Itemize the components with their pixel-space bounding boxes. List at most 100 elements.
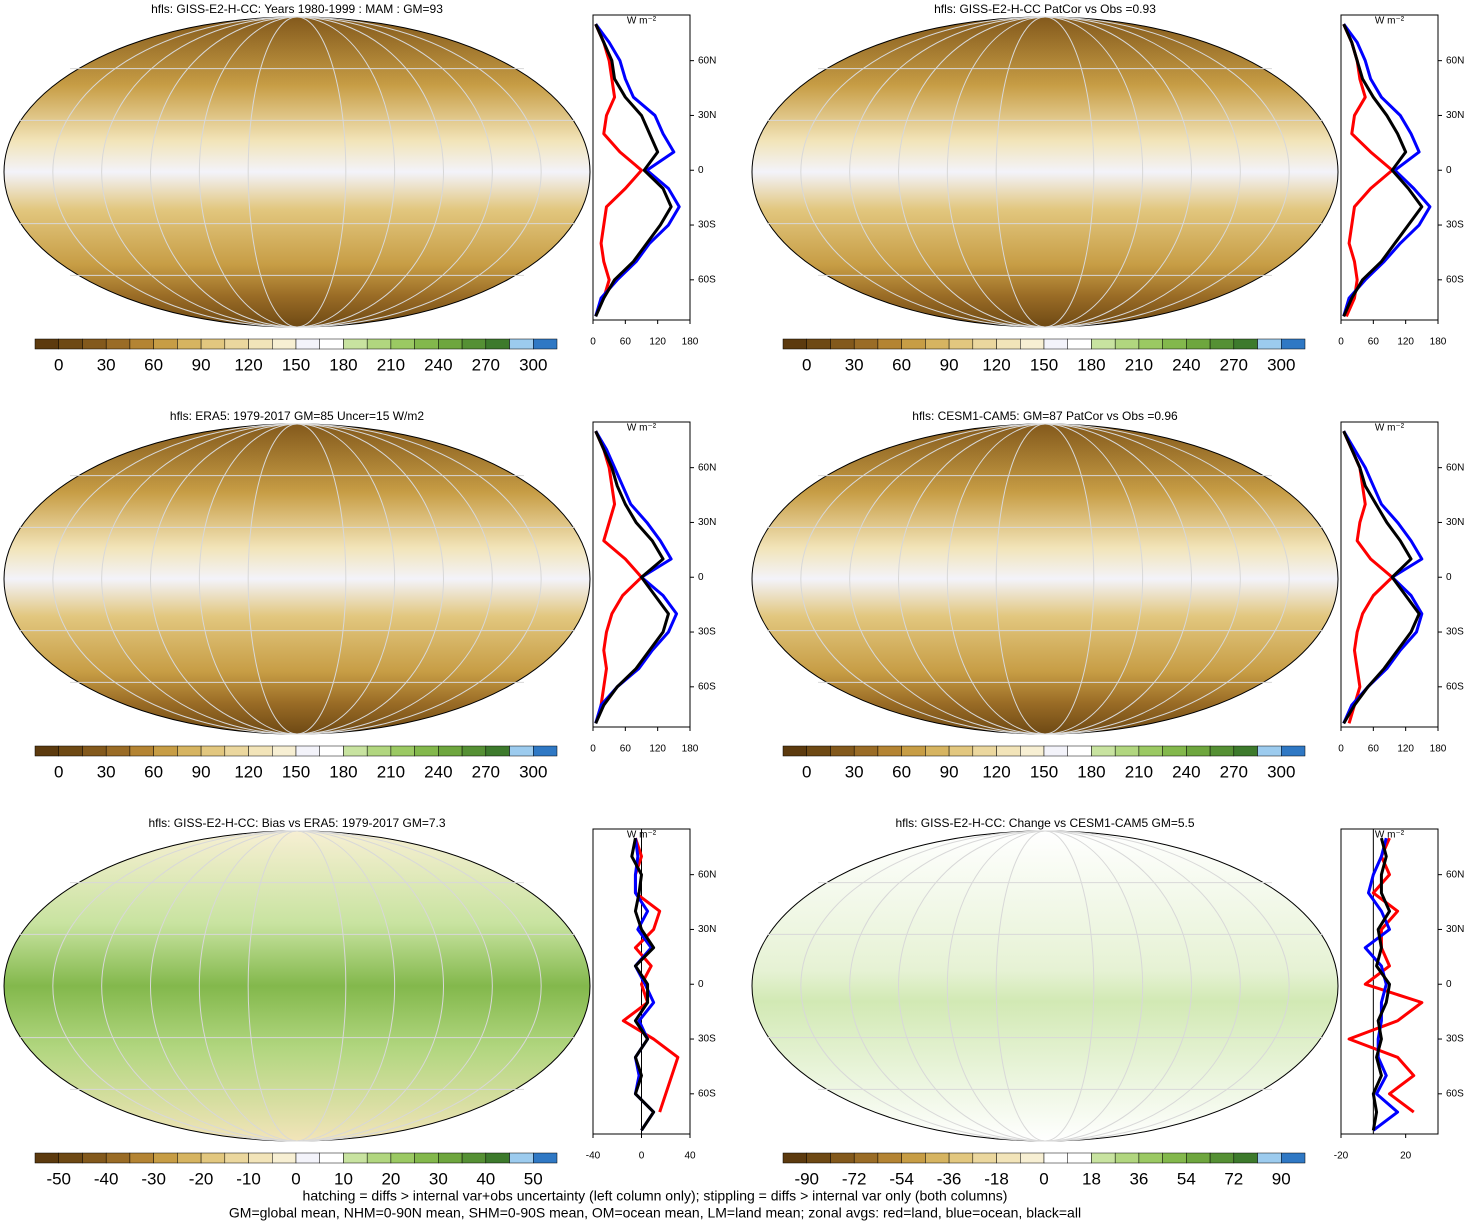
colorbar-swatch — [925, 745, 950, 757]
colorbar-label: 0 — [54, 355, 63, 374]
colorbar-swatch — [366, 745, 392, 757]
colorbar-swatch — [177, 338, 202, 350]
y-tick-label: 30S — [698, 1034, 716, 1045]
colorbar-swatch — [901, 338, 926, 350]
colorbar-swatch — [948, 745, 974, 757]
y-tick-label: 30S — [1446, 220, 1464, 231]
colorbar-swatch — [224, 338, 249, 350]
colorbar-swatch — [343, 338, 368, 350]
colorbar-swatch — [105, 1152, 131, 1164]
colorbar-swatch — [414, 1152, 439, 1164]
colorbar-swatch — [1091, 338, 1116, 350]
colorbar-swatch — [34, 745, 59, 757]
y-tick-label: 0 — [698, 979, 704, 990]
x-tick-label: 120 — [1397, 337, 1414, 348]
zonal-line — [1342, 23, 1432, 317]
colorbar-swatch — [1233, 1152, 1258, 1164]
colorbar-swatch — [533, 338, 558, 350]
colorbar-swatch — [806, 338, 831, 350]
colorbar-swatch — [129, 1152, 154, 1164]
colorbar-label: 72 — [1224, 1169, 1243, 1188]
colorbar-swatch — [1067, 1152, 1092, 1164]
x-tick-label: 120 — [649, 744, 666, 755]
colorbar-swatch — [533, 1152, 558, 1164]
colorbar-swatch — [82, 745, 107, 757]
colorbar-label: 90 — [1272, 1169, 1291, 1188]
colorbar-swatch — [390, 338, 415, 350]
map — [751, 16, 1339, 328]
y-tick-label: 0 — [1446, 979, 1452, 990]
y-tick-label: 30S — [1446, 627, 1464, 638]
x-tick-label: 40 — [684, 1151, 696, 1162]
colorbar-label: 30 — [97, 355, 116, 374]
colorbar-label: 210 — [377, 355, 405, 374]
x-tick-label: 120 — [649, 337, 666, 348]
zonal-line — [1363, 837, 1400, 1132]
colorbar-label: 180 — [1077, 355, 1105, 374]
colorbar-label: 0 — [54, 762, 63, 781]
colorbar-swatch — [153, 338, 178, 350]
y-tick-label: 60N — [1446, 462, 1464, 473]
colorbar-swatch — [972, 338, 997, 350]
colorbar-swatch — [319, 745, 344, 757]
colorbar-swatch — [1281, 338, 1306, 350]
colorbar-swatch — [129, 338, 154, 350]
y-tick-label: 60N — [1446, 869, 1464, 880]
x-axis-label: W m⁻² — [627, 423, 657, 434]
colorbar-label: 0 — [802, 355, 811, 374]
colorbar-swatch — [485, 745, 510, 757]
x-axis-label: W m⁻² — [627, 16, 657, 27]
colorbar-label: 300 — [519, 762, 547, 781]
colorbar-swatch — [58, 745, 83, 757]
colorbar-swatch — [295, 745, 320, 757]
colorbar-swatch — [319, 338, 344, 350]
colorbar-swatch — [1162, 338, 1187, 350]
x-tick-label: 180 — [1430, 337, 1447, 348]
colorbar-swatch — [1257, 1152, 1282, 1164]
colorbar-swatch — [272, 745, 297, 757]
colorbar-swatch — [1091, 1152, 1116, 1164]
colorbar-swatch — [996, 338, 1021, 350]
y-tick-label: 60S — [1446, 681, 1464, 692]
x-tick-label: 180 — [682, 744, 699, 755]
footnote: GM=global mean, NHM=0-90N mean, SHM=0-90… — [229, 1205, 1081, 1221]
x-tick-label: 120 — [1397, 744, 1414, 755]
colorbar-label: 30 — [845, 355, 864, 374]
y-tick-label: 0 — [698, 165, 704, 176]
colorbar-swatch — [177, 745, 202, 757]
colorbar-label: 150 — [282, 355, 310, 374]
colorbar-swatch — [248, 1152, 273, 1164]
colorbar-label: 300 — [519, 355, 547, 374]
y-tick-label: 60S — [1446, 274, 1464, 285]
colorbar-label: 54 — [1177, 1169, 1196, 1188]
y-tick-label: 30S — [698, 220, 716, 231]
colorbar-label: 90 — [940, 762, 959, 781]
colorbar-swatch — [82, 338, 107, 350]
colorbar-label: 270 — [1220, 762, 1248, 781]
colorbar-swatch — [485, 1152, 510, 1164]
colorbar-label: 120 — [982, 762, 1010, 781]
colorbar-swatch — [509, 1152, 534, 1164]
colorbar-swatch — [461, 1152, 487, 1164]
y-tick-label: 60N — [1446, 55, 1464, 66]
colorbar-swatch — [1043, 338, 1068, 350]
colorbar-swatch — [1138, 1152, 1163, 1164]
colorbar-label: 90 — [940, 355, 959, 374]
y-tick-label: 30N — [698, 924, 716, 935]
colorbar-label: 180 — [329, 762, 357, 781]
colorbar-swatch — [438, 745, 463, 757]
colorbar-swatch — [58, 338, 83, 350]
x-tick-label: 60 — [1368, 337, 1380, 348]
colorbar-label: 30 — [97, 762, 116, 781]
colorbar-label: 36 — [1129, 1169, 1148, 1188]
colorbar-swatch — [248, 745, 273, 757]
colorbar-label: 300 — [1267, 762, 1295, 781]
colorbar-label: 50 — [524, 1169, 543, 1188]
colorbar-swatch — [1186, 745, 1211, 757]
colorbar-swatch — [200, 338, 226, 350]
colorbar-label: 210 — [1125, 355, 1153, 374]
map-title: hfls: GISS-E2-H-CC: Years 1980-1999 : MA… — [151, 2, 443, 16]
colorbar-swatch — [877, 745, 902, 757]
colorbar-swatch — [295, 1152, 320, 1164]
y-tick-label: 30S — [698, 627, 716, 638]
